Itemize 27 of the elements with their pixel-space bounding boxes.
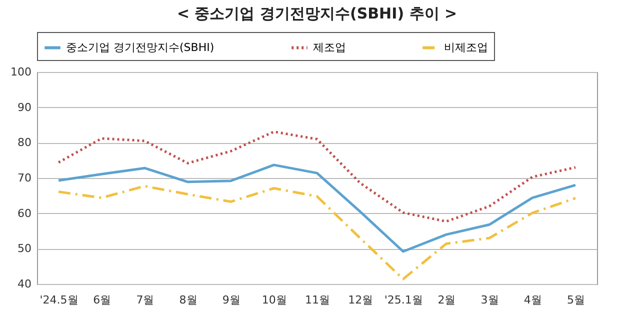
y-tick-label: 90 (18, 100, 32, 114)
y-tick-label: 50 (18, 242, 32, 256)
x-tick-label: 9월 (222, 294, 240, 306)
y-tick-label: 40 (18, 278, 32, 290)
y-tick-label: 80 (18, 136, 32, 150)
x-tick-label: 3월 (480, 294, 499, 306)
y-tick-label: 60 (18, 206, 32, 220)
line-series (57, 184, 577, 280)
chart-title: < 중소기업 경기전망지수(SBHI) 추이 > (176, 4, 458, 22)
line-series (57, 164, 577, 253)
legend-label: 중소기업 경기전망지수(SBHI) (66, 40, 214, 54)
x-tick-label: '24.5월 (40, 294, 78, 306)
legend-label: 비제조업 (444, 40, 488, 54)
y-tick-label: 100 (10, 66, 32, 78)
x-tick-label: 7월 (136, 294, 154, 306)
x-tick-label: 8월 (179, 294, 198, 306)
x-tick-label: 11월 (305, 294, 330, 306)
x-tick-label: 2월 (438, 294, 456, 306)
x-tick-label: 10월 (262, 294, 287, 306)
x-tick-label: 5월 (566, 294, 585, 306)
legend-label: 제조업 (313, 40, 346, 54)
x-tick-label: 6월 (93, 294, 112, 306)
x-tick-label: '25.1월 (384, 294, 423, 306)
x-tick-label: 4월 (524, 294, 542, 306)
line-series (57, 130, 577, 223)
y-tick-label: 70 (18, 172, 32, 184)
x-tick-label: 12월 (348, 294, 374, 306)
